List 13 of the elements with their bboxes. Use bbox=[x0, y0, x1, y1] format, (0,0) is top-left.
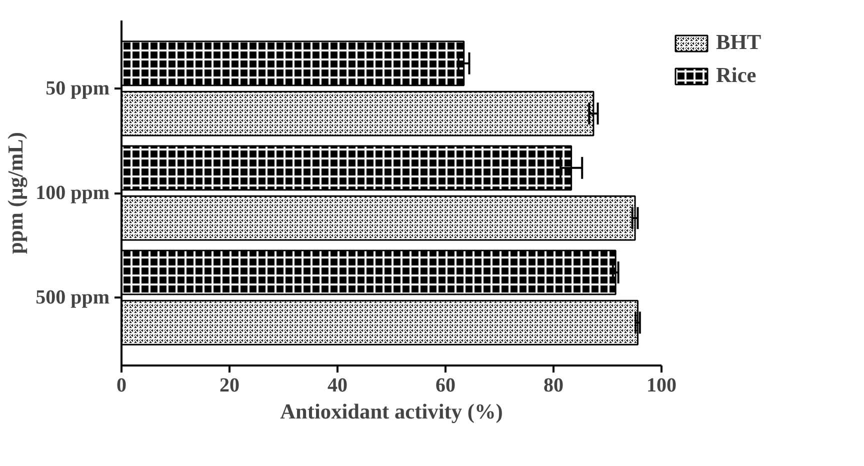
x-tick-label: 40 bbox=[328, 374, 348, 396]
x-tick-label: 20 bbox=[220, 374, 240, 396]
y-tick-label: 50 ppm bbox=[46, 77, 110, 100]
x-tick-label: 100 bbox=[646, 374, 676, 396]
y-tick-label: 500 ppm bbox=[36, 286, 110, 309]
legend-label: BHT bbox=[716, 30, 762, 55]
x-tick-label: 80 bbox=[544, 374, 564, 396]
x-tick-label: 60 bbox=[436, 374, 456, 396]
x-axis-title: Antioxidant activity (%) bbox=[280, 400, 503, 424]
legend-label: Rice bbox=[716, 63, 756, 88]
x-tick-label: 0 bbox=[116, 374, 126, 396]
y-tick-label: 100 ppm bbox=[36, 182, 110, 204]
y-axis-title: ppm (µg/mL) bbox=[4, 132, 28, 254]
